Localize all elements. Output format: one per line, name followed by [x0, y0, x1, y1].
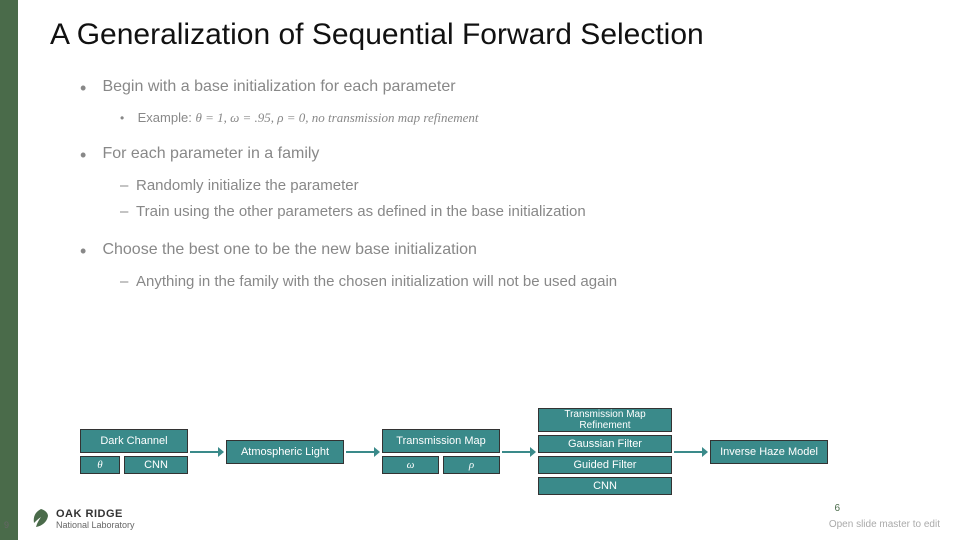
bullet-2: For each parameter in a family Randomly …	[80, 142, 900, 224]
dark-channel-col: Dark Channel θ CNN	[80, 429, 188, 474]
arrow-icon	[672, 440, 710, 464]
omega-box: ω	[382, 456, 439, 474]
logo: OAK RIDGE National Laboratory	[30, 508, 135, 530]
leaf-icon	[30, 508, 52, 530]
refinement-col: Transmission Map Refinement Gaussian Fil…	[538, 408, 672, 495]
transmission-map-col: Transmission Map ω ρ	[382, 429, 500, 474]
atmospheric-light-box: Atmospheric Light	[226, 440, 344, 464]
logo-main-text: OAK RIDGE	[56, 508, 135, 520]
cnn-box: CNN	[124, 456, 188, 474]
inverse-haze-box: Inverse Haze Model	[710, 440, 828, 464]
refinement-box: Transmission Map Refinement	[538, 408, 672, 432]
bullet-3: Choose the best one to be the new base i…	[80, 238, 900, 294]
accent-bar	[0, 0, 18, 540]
flow-row: Dark Channel θ CNN Atmospheric Light Tra…	[80, 408, 930, 495]
dark-channel-box: Dark Channel	[80, 429, 188, 453]
master-note: Open slide master to edit	[829, 519, 940, 530]
bullet-2-d2: Train using the other parameters as defi…	[120, 201, 900, 224]
page-number-left: 9	[4, 520, 9, 530]
bullet-2-d1: Randomly initialize the parameter	[120, 175, 900, 198]
transmission-map-box: Transmission Map	[382, 429, 500, 453]
bullet-1: Begin with a base initialization for eac…	[80, 75, 900, 128]
bullet-1-sub: Example: θ = 1, ω = .95, ρ = 0, no trans…	[120, 108, 900, 128]
arrow-icon	[344, 440, 382, 464]
cnn2-box: CNN	[538, 477, 672, 495]
slide: A Generalization of Sequential Forward S…	[0, 0, 960, 540]
rho-box: ρ	[443, 456, 500, 474]
gaussian-filter-box: Gaussian Filter	[538, 435, 672, 453]
content-area: Begin with a base initialization for eac…	[80, 75, 900, 307]
logo-sub-text: National Laboratory	[56, 520, 135, 530]
theta-box: θ	[80, 456, 120, 474]
flowchart: Dark Channel θ CNN Atmospheric Light Tra…	[80, 408, 930, 495]
slide-title: A Generalization of Sequential Forward S…	[50, 18, 704, 52]
arrow-icon	[188, 440, 226, 464]
guided-filter-box: Guided Filter	[538, 456, 672, 474]
bullet-3-d1: Anything in the family with the chosen i…	[120, 271, 900, 294]
arrow-icon	[500, 440, 538, 464]
page-number-right: 6	[834, 503, 840, 514]
